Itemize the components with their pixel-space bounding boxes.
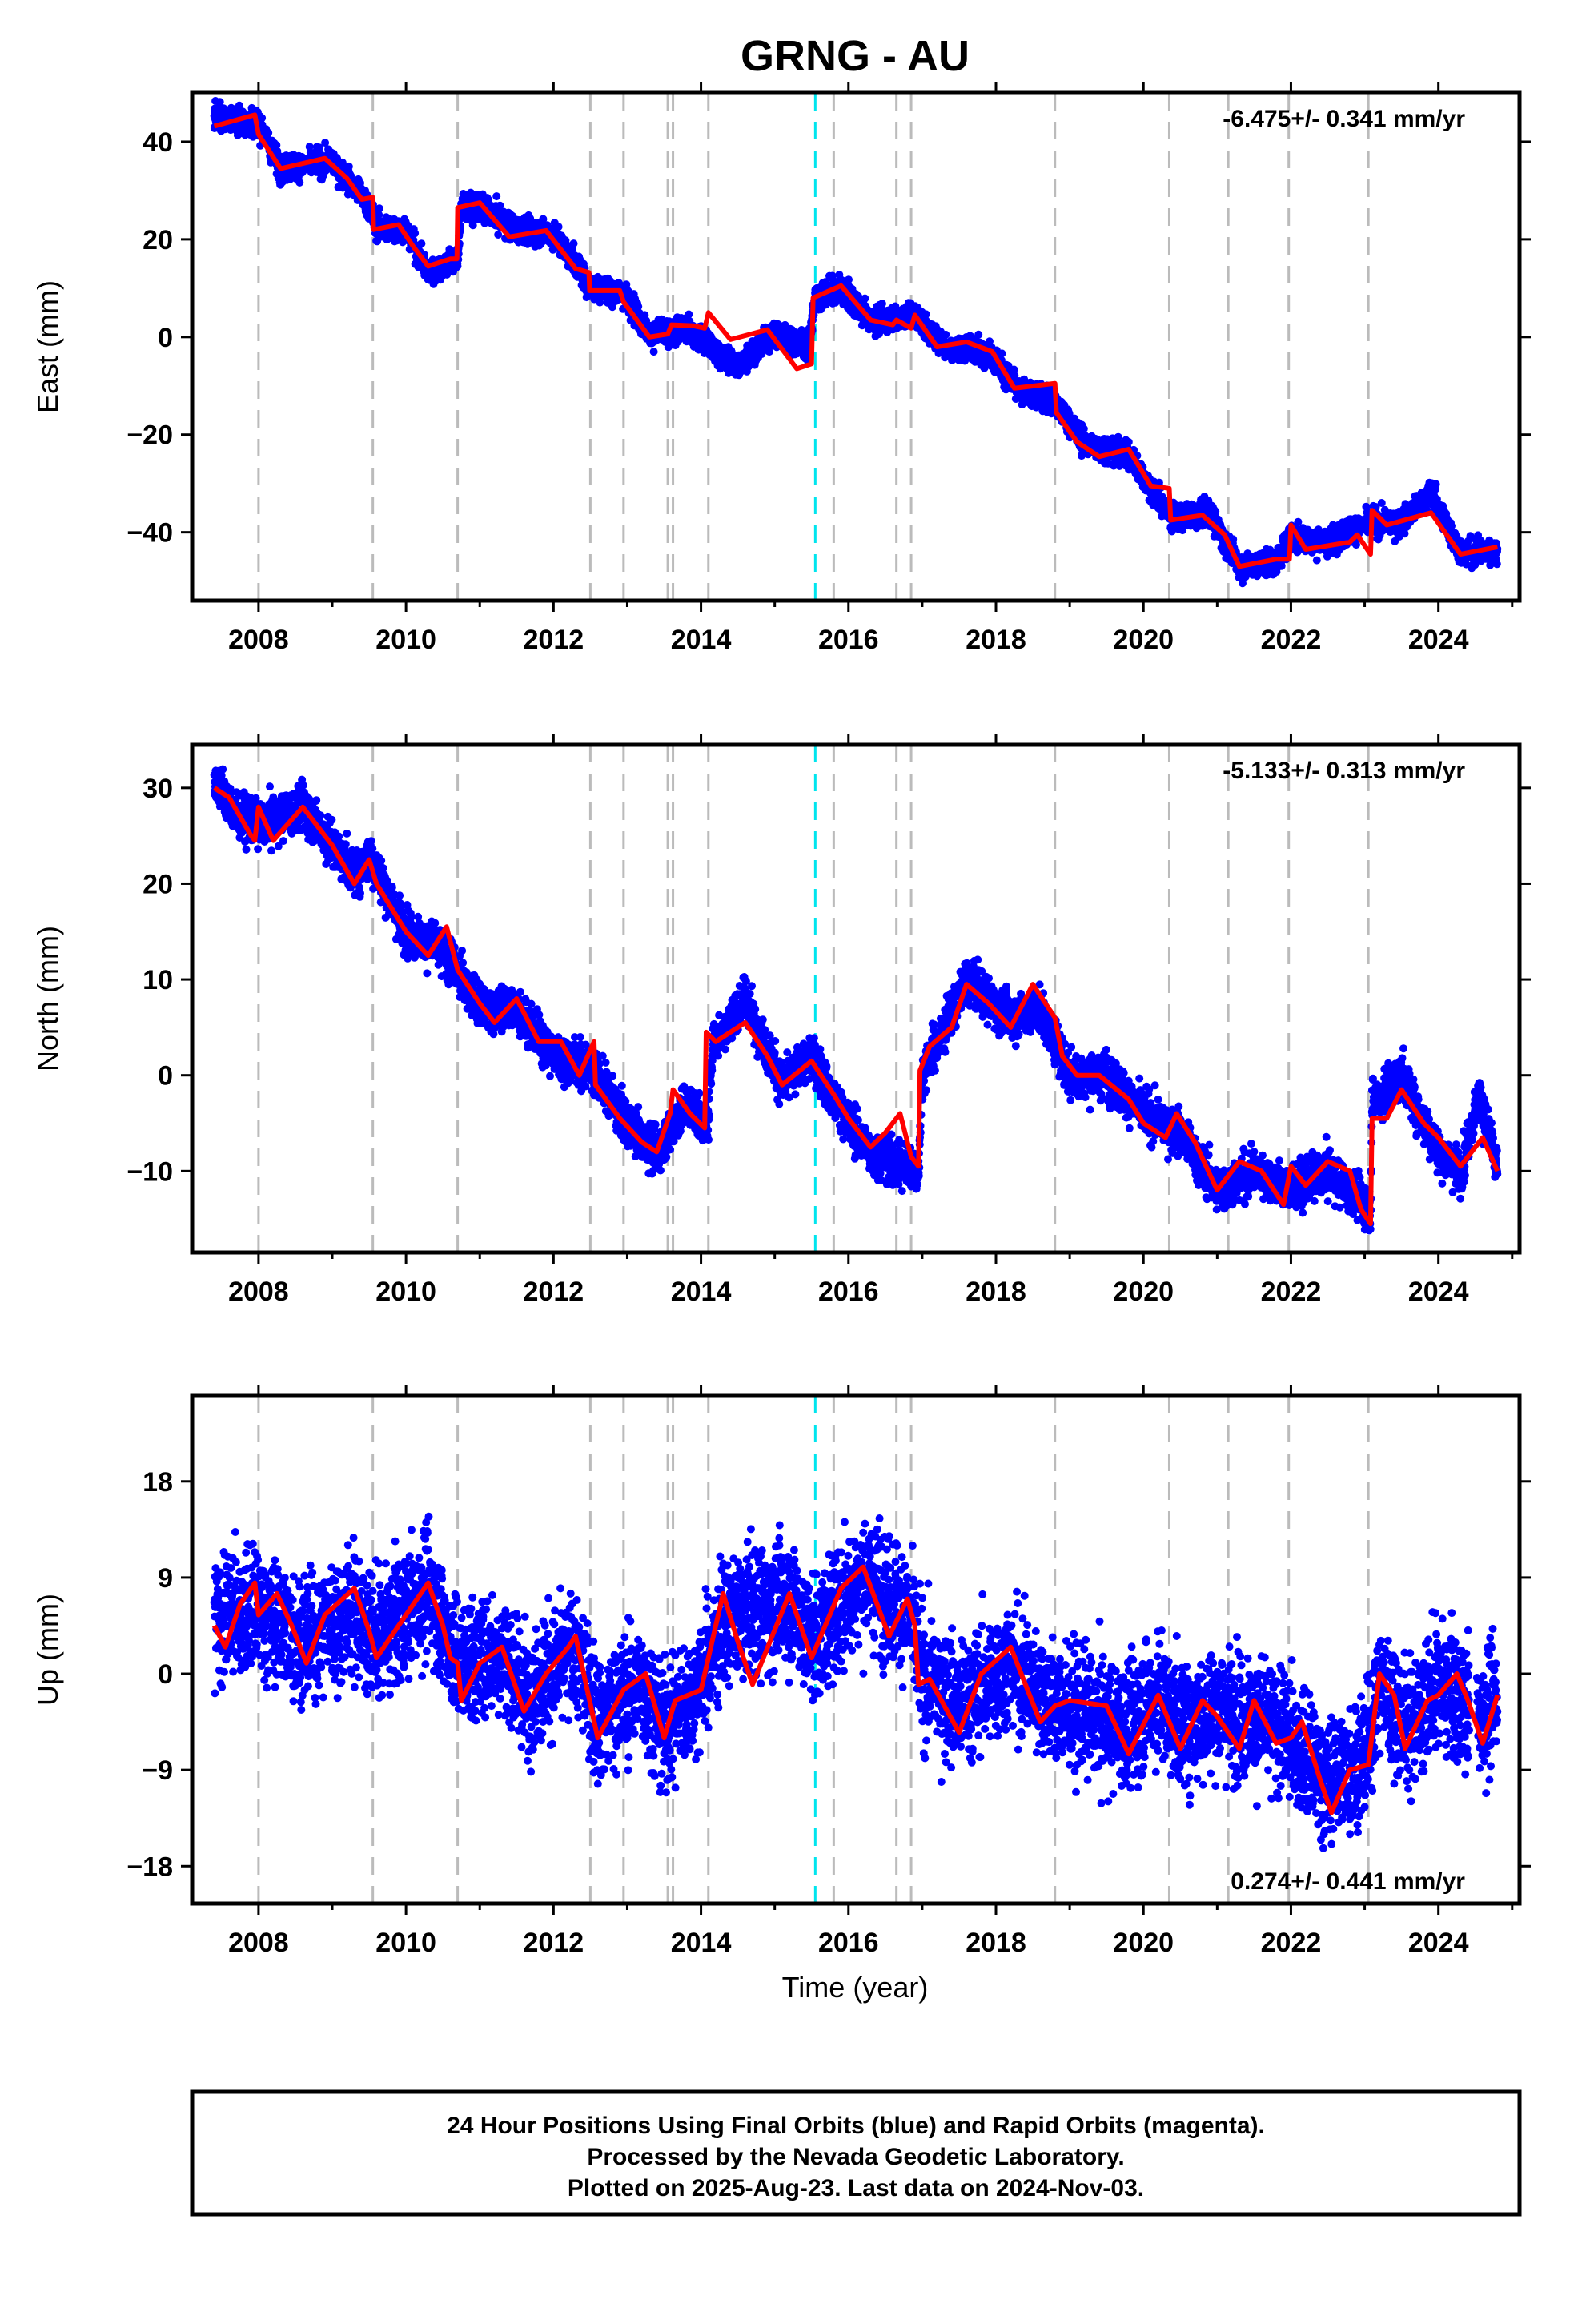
position-point (453, 262, 462, 271)
position-point (494, 231, 503, 239)
position-point (921, 310, 930, 319)
position-point (877, 300, 886, 308)
position-point (492, 192, 501, 201)
position-point (649, 348, 658, 356)
position-point (861, 294, 869, 303)
position-point (375, 204, 383, 213)
position-point (539, 215, 548, 223)
position-point (608, 303, 616, 312)
position-point (417, 239, 426, 248)
position-point (235, 101, 243, 110)
position-point (264, 128, 273, 137)
position-point (484, 195, 493, 204)
position-point (569, 239, 578, 248)
position-point (258, 114, 267, 123)
position-point (942, 330, 950, 339)
position-point (974, 330, 983, 339)
position-point (315, 143, 323, 152)
position-point (375, 211, 383, 219)
east-panel: 2008 2010 2012 2014 2016 2018 2020 2022 2024−40−… (31, 82, 1531, 655)
position-point (272, 141, 281, 150)
position-point (344, 162, 353, 171)
position-point (998, 349, 1006, 358)
position-point (321, 139, 330, 147)
position-point (634, 302, 643, 311)
position-point (554, 223, 563, 231)
position-point (1079, 424, 1088, 433)
plot-area (210, 93, 1502, 601)
position-point (1124, 437, 1133, 446)
chart-title: GRNG - AU (741, 32, 970, 80)
position-point (295, 178, 304, 187)
position-point (1211, 507, 1220, 516)
position-point (845, 275, 853, 284)
position-point (685, 310, 693, 319)
position-point (496, 201, 504, 210)
position-point (411, 229, 420, 238)
position-point (305, 143, 314, 151)
position-point (215, 98, 224, 107)
